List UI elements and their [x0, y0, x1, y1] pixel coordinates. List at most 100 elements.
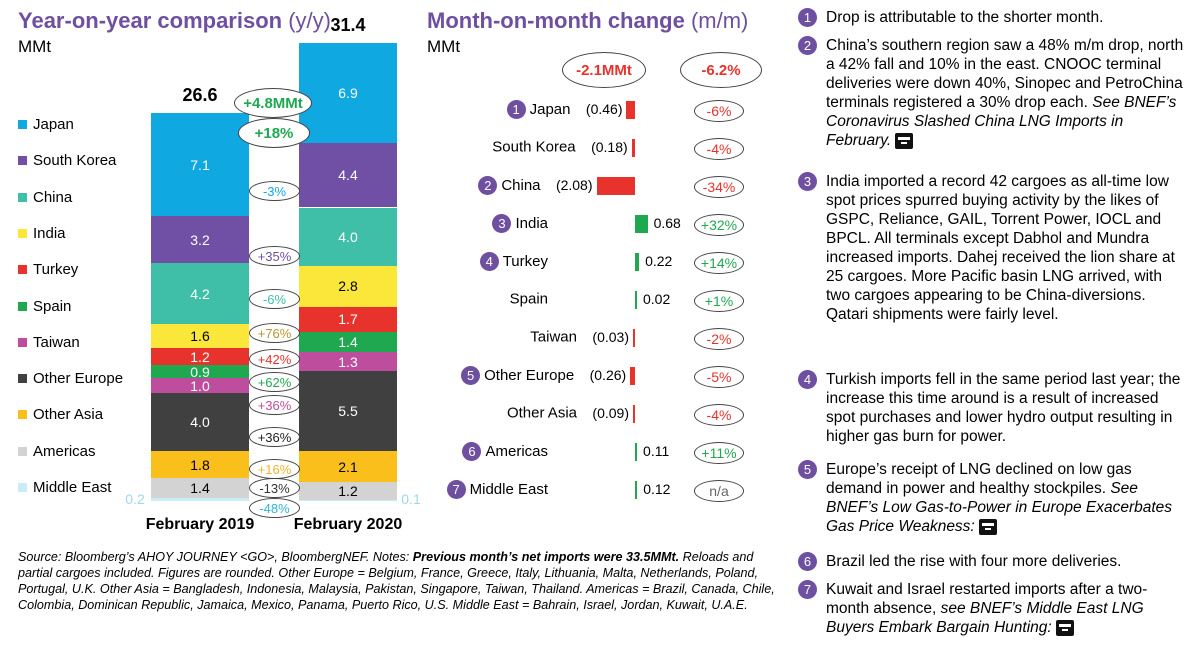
- mom-value-label: (0.03): [592, 329, 629, 345]
- legend-label: Taiwan: [33, 333, 80, 351]
- legend-item-turkey: Turkey: [18, 261, 78, 278]
- legend-label: India: [33, 224, 66, 242]
- mom-value-label: 0.12: [643, 481, 671, 497]
- yoy-bar-label: 2.1: [338, 458, 358, 475]
- yoy-title-text: Year-on-year comparison: [18, 8, 283, 33]
- mom-bar: [633, 329, 635, 347]
- legend-item-china: China: [18, 189, 72, 206]
- note-4: 4 Turkish imports fell in the same period…: [798, 370, 1190, 446]
- yoy-bar-label: 7.1: [190, 156, 210, 173]
- note-body: Turkish imports fell in the same period …: [826, 371, 1181, 445]
- legend-item-middle-east: Middle East: [18, 479, 111, 496]
- yoy-bar-label: 4.0: [338, 228, 358, 245]
- yoy-bar-south-korea-2: [299, 143, 397, 208]
- yoy-bar-label: 1.3: [338, 353, 358, 370]
- legend-swatch: [18, 337, 27, 347]
- yoy-title-unit: (y/y): [288, 8, 331, 33]
- source-prefix: Source: Bloomberg’s AHOY JOURNEY <GO>, B…: [18, 550, 413, 564]
- mom-bar: [635, 253, 640, 271]
- yoy-bar-label: 0.1: [401, 491, 421, 508]
- yoy-bar-japan-2: [299, 42, 397, 144]
- mom-pct-pill: -4%: [694, 404, 744, 426]
- legend-item-spain: Spain: [18, 298, 71, 315]
- yoy-bar-middle-east-1: [151, 498, 249, 501]
- yoy-bar-label: 5.5: [338, 403, 358, 420]
- mom-note-number: 6: [462, 442, 482, 461]
- mom-bar: [596, 177, 635, 195]
- yoy-change-pill: +76%: [249, 323, 300, 343]
- legend-swatch: [18, 301, 27, 311]
- mom-note-number: 7: [446, 480, 466, 499]
- mom-pct-pill: +14%: [694, 252, 744, 274]
- mom-bar: [635, 443, 638, 461]
- yoy-unit: MMt: [18, 37, 52, 56]
- note-2: 2 China’s southern region saw a 48% m/m d…: [798, 36, 1190, 150]
- mom-title: Month-on-month change (m/m): [427, 8, 748, 34]
- mom-note-number: 5: [461, 366, 481, 385]
- mom-pct-pill: -34%: [694, 176, 744, 198]
- legend-label: Other Asia: [33, 406, 104, 424]
- legend-swatch: [18, 446, 27, 456]
- mom-value-label: (0.26): [589, 367, 627, 383]
- yoy-bar-china-1: [151, 263, 249, 325]
- yoy-bar-label: 2.8: [338, 278, 358, 295]
- yoy-bar-label: 1.4: [190, 479, 210, 496]
- yoy-bar-label: 1.7: [338, 311, 358, 328]
- legend-label: Middle East: [33, 479, 112, 496]
- document-icon[interactable]: [895, 132, 914, 149]
- yoy-change-pill: -3%: [249, 181, 300, 201]
- legend-swatch: [18, 483, 27, 492]
- note-7: 7 Kuwait and Israel restarted imports aft…: [798, 580, 1190, 637]
- note-body: India imported a record 42 cargoes as al…: [826, 173, 1175, 323]
- note-link-text: See BNEF’s Low Gas-to-Power in Europe Ex…: [826, 480, 1173, 535]
- mom-bar: [633, 405, 635, 423]
- legend-swatch: [18, 228, 27, 238]
- mom-bar: [635, 481, 638, 499]
- yoy-bar-label: 0.2: [125, 490, 145, 507]
- mom-pct-pill: -2%: [694, 328, 744, 350]
- note-body: Kuwait and Israel restarted imports afte…: [826, 581, 1148, 617]
- mom-pct-pill: -4%: [694, 138, 744, 160]
- yoy-bar-label: 4.2: [190, 285, 210, 302]
- mom-bar: [630, 367, 635, 385]
- document-icon[interactable]: [978, 518, 997, 535]
- note-text: Drop is attributable to the shorter mont…: [826, 8, 1190, 27]
- mom-category-label: 1 Japan: [410, 100, 570, 119]
- yoy-bar-label: 1.8: [190, 456, 210, 473]
- yoy-bar-americas-2: [299, 482, 397, 500]
- yoy-total-change-pct: +18%: [238, 118, 310, 148]
- yoy-bar-label: 6.9: [338, 84, 358, 101]
- mom-category-label: 4 Turkey: [388, 252, 548, 271]
- mom-category-text: Other Asia: [506, 404, 577, 422]
- legend-item-japan: Japan: [18, 116, 74, 133]
- legend-swatch: [18, 410, 27, 420]
- mom-title-unit: (m/m): [690, 8, 749, 33]
- legend-label: Spain: [33, 297, 72, 315]
- mom-value-label: (2.08): [555, 177, 593, 193]
- yoy-change-pill: -13%: [249, 478, 300, 498]
- source-bold: Previous month’s net imports were 33.5MM…: [412, 550, 680, 564]
- mom-value-label: (0.09): [592, 405, 629, 421]
- yoy-bar-label: 1.2: [338, 482, 358, 499]
- mom-pct-pill: n/a: [694, 480, 744, 502]
- yoy-total-2020: 31.4: [330, 15, 366, 35]
- document-icon[interactable]: [1055, 619, 1074, 636]
- legend-item-taiwan: Taiwan: [18, 334, 80, 351]
- mom-category-label: 3 India: [388, 214, 548, 233]
- legend-swatch: [18, 120, 27, 129]
- yoy-bar-label: 0.9: [190, 363, 210, 380]
- yoy-bar-japan-1: [151, 112, 249, 217]
- yoy-total-2019: 26.6: [182, 85, 218, 105]
- mom-value-label: 0.02: [643, 291, 671, 307]
- note-number: 7: [798, 580, 817, 599]
- yoy-bar-taiwan-1: [151, 378, 249, 393]
- yoy-bar-label: 1.4: [338, 333, 358, 350]
- mom-value-label: 0.22: [645, 253, 673, 269]
- note-3: 3 India imported a record 42 cargoes as a…: [798, 172, 1190, 324]
- legend-label: Turkey: [33, 261, 79, 279]
- mom-category-label: Spain: [388, 290, 548, 308]
- yoy-bar-turkey-2: [299, 306, 397, 332]
- mom-category-label: Other Asia: [417, 404, 577, 422]
- yoy-change-pill: -48%: [249, 498, 300, 518]
- mom-total-change: -2.1MMt: [562, 52, 646, 88]
